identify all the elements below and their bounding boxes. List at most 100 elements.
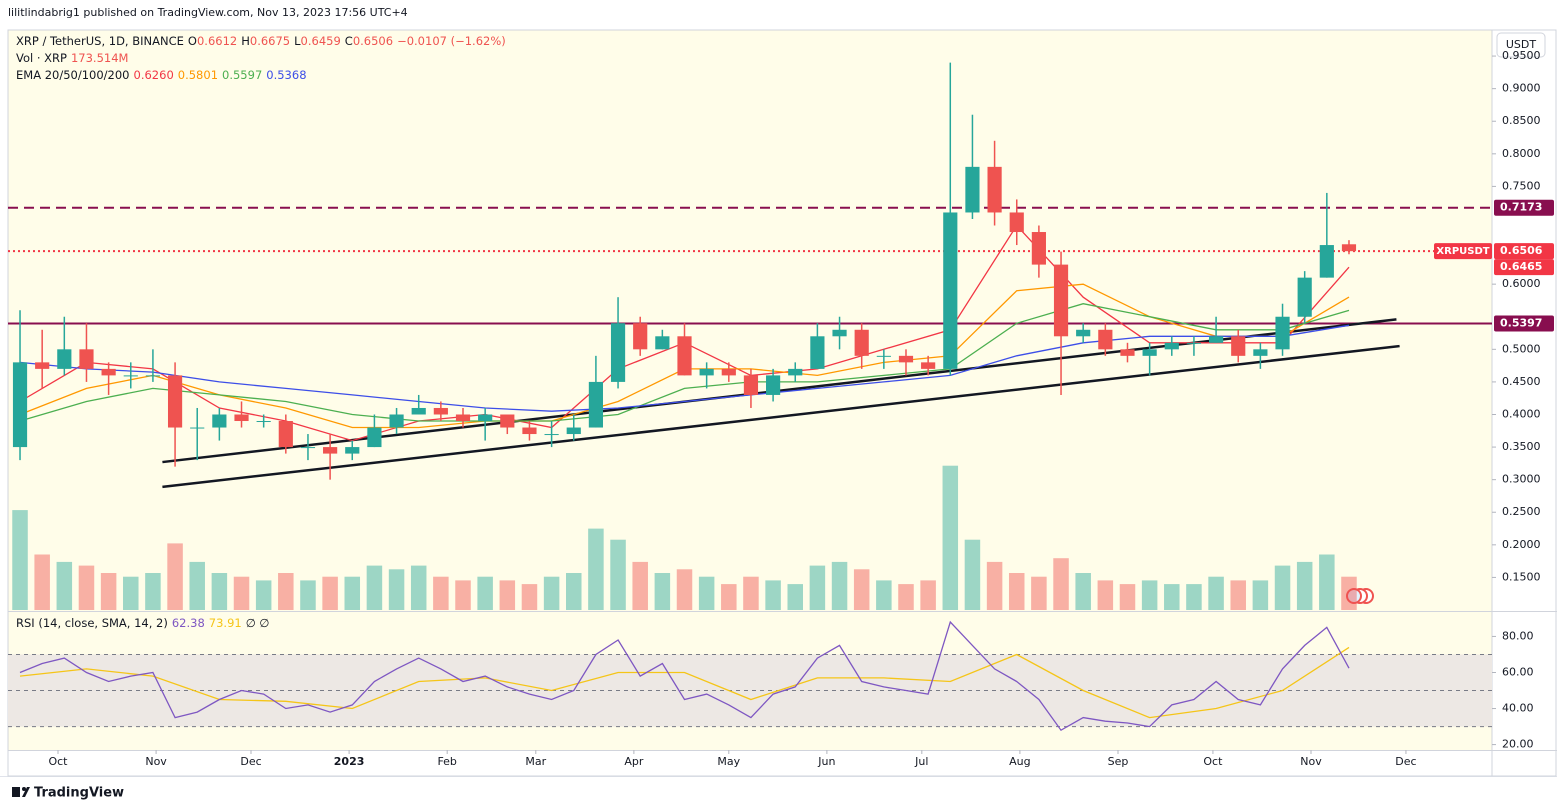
volume-bar <box>721 584 737 610</box>
candle-body <box>500 414 515 428</box>
candle-body <box>1031 232 1046 265</box>
candle-body <box>145 375 161 377</box>
candle-body <box>1098 329 1113 350</box>
rsi-title: RSI (14, close, SMA, 14, 2) <box>16 616 168 630</box>
volume-bar <box>278 573 294 610</box>
candle-body <box>389 414 404 428</box>
candle-body <box>677 336 692 376</box>
published: lilitlindabrig1 published on TradingView… <box>8 6 408 19</box>
volume-bar <box>255 580 272 610</box>
candle-body <box>965 166 980 213</box>
ema-label: EMA 20/50/100/200 <box>16 68 130 82</box>
y-tick-label: 0.2000 <box>1502 538 1541 551</box>
ohlc-label: H <box>241 34 250 48</box>
volume-bar <box>56 561 73 610</box>
volume-bar <box>1031 576 1047 610</box>
x-tick-label: Oct <box>1203 755 1223 768</box>
volume-bar <box>1230 580 1246 610</box>
candle-body <box>367 427 382 448</box>
volume-bar <box>543 576 560 610</box>
volume-bar <box>698 576 715 610</box>
currency-button[interactable] <box>1496 32 1546 58</box>
volume-bar <box>499 580 516 610</box>
candle-body <box>1164 342 1179 350</box>
x-tick-label: Feb <box>437 755 456 768</box>
volume-bar <box>1341 576 1357 610</box>
volume-bar <box>211 573 228 610</box>
x-tick-label: Mar <box>525 755 546 768</box>
candle-body <box>544 434 559 436</box>
candle-body <box>478 414 493 422</box>
volume-bar <box>521 584 538 610</box>
volume-bar <box>1053 558 1069 610</box>
volume-bar <box>123 576 139 610</box>
candle-body <box>57 349 72 369</box>
candle-body <box>832 329 847 337</box>
rsi-y-tick-label: 40.00 <box>1502 702 1534 715</box>
candle-body <box>898 355 914 363</box>
x-tick-label: Oct <box>48 755 68 768</box>
symbol-title: XRP / TetherUS, 1D, BINANCE <box>16 34 184 48</box>
legend-ema: EMA 20/50/100/200 0.6260 0.5801 0.5597 0.536… <box>16 67 311 84</box>
volume-bar <box>964 539 981 610</box>
rsi-value: 62.38 <box>171 616 205 630</box>
level-label: 0.6506 <box>1500 244 1543 257</box>
y-tick-label: 0.1500 <box>1502 570 1541 583</box>
candle-body <box>455 414 471 422</box>
volume-bar <box>78 565 95 610</box>
candle-body <box>433 407 448 415</box>
volume-bar <box>1208 576 1224 610</box>
ohlc-value: 0.6459 <box>300 34 341 48</box>
candle-body <box>588 381 603 428</box>
volume-bar <box>1097 580 1114 610</box>
candle-body <box>610 323 626 382</box>
candle-body <box>234 414 249 422</box>
volume-bar <box>942 465 959 610</box>
candle-body <box>323 447 338 454</box>
candle-body <box>566 427 581 435</box>
candle-body <box>1186 342 1202 344</box>
candle-body <box>522 427 537 435</box>
candle-body <box>123 375 138 377</box>
candle-body <box>810 336 825 369</box>
ema-value: 0.5368 <box>266 68 307 82</box>
volume-bar <box>853 569 870 610</box>
candle-body <box>1319 245 1334 278</box>
currency[interactable]: USDT <box>1506 38 1537 51</box>
volume-bar <box>388 569 405 610</box>
volume-bar <box>433 576 449 610</box>
ema-line <box>19 303 1350 422</box>
volume-bar <box>765 580 781 610</box>
y-tick-label: 0.4000 <box>1502 407 1541 420</box>
y-tick-label: 0.9500 <box>1502 49 1541 62</box>
volume-bar <box>1164 584 1180 610</box>
candle-body <box>1275 316 1290 350</box>
x-tick-label: Dec <box>240 755 261 768</box>
volume-bar <box>1186 584 1202 610</box>
volume-bar <box>920 580 936 610</box>
rsi-extra: ∅ ∅ <box>245 616 270 630</box>
ohlc-value: 0.6612 <box>196 34 238 48</box>
candle-body <box>79 349 94 369</box>
x-tick-label: 2023 <box>334 755 365 768</box>
level-label-box <box>1494 243 1554 260</box>
volume-bar <box>1119 584 1136 610</box>
ohlc-value: 0.6675 <box>249 34 291 48</box>
ohlc-label: L <box>294 34 301 48</box>
level-tag: XRPUSDT <box>1436 246 1489 257</box>
volume-bar <box>12 510 28 610</box>
flags-icon <box>1346 588 1374 604</box>
candle-body <box>721 368 736 376</box>
volume-bar <box>743 576 759 610</box>
candle-body <box>743 375 759 395</box>
extra-label: 0.6465 <box>1500 260 1542 273</box>
y-tick-label: 0.3000 <box>1502 473 1541 486</box>
candle-body <box>1009 212 1024 233</box>
candle-body <box>876 355 891 357</box>
rsi-y-tick-label: 20.00 <box>1502 738 1534 751</box>
y-tick-label: 0.3500 <box>1502 440 1541 453</box>
trendline <box>162 344 1400 489</box>
legend-rsi: RSI (14, close, SMA, 14, 2) 62.38 73.91 ∅ ∅ <box>16 615 273 632</box>
candle-body <box>987 166 1002 213</box>
header: lilitlindabrig1 published on TradingView… <box>8 4 412 21</box>
